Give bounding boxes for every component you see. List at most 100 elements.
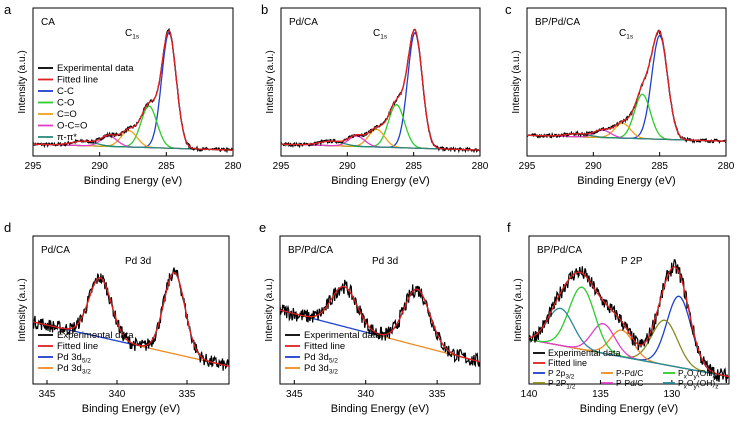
legend-entry: π-π* — [57, 132, 77, 143]
panel-letter: b — [261, 2, 268, 17]
panel-c: c 295 290 285 280 Binding Energy (eV) Intensit… — [505, 2, 735, 187]
panel-letter: f — [507, 220, 511, 235]
sample-label: BP/Pd/CA — [535, 17, 580, 28]
y-axis-label: Intensity (a.u.) — [511, 50, 522, 113]
legend-entry: Experimental data — [548, 348, 621, 358]
legend-entry: Fitted line — [57, 75, 98, 86]
peak-label: Pd 3d — [372, 256, 398, 267]
legend-entry: P 2P1/2 — [548, 378, 576, 391]
sample-label: BP/Pd/CA — [537, 245, 582, 256]
plot-frame — [280, 7, 481, 157]
experimental-data-line — [281, 28, 480, 154]
y-axis-label: Intensity (a.u.) — [265, 50, 276, 113]
legend-entry: Fitted line — [304, 341, 345, 352]
y-axis-label: Intensity (a.u.) — [264, 278, 275, 341]
experimental-data-line — [527, 29, 726, 144]
peak-label: P 2P — [621, 256, 643, 267]
x-axis-label: Binding Energy (eV) — [580, 403, 678, 415]
sample-label: Pd/CA — [41, 245, 70, 256]
x-tick-label: 335 — [429, 389, 446, 400]
x-tick-label: 280 — [718, 161, 735, 172]
x-tick-label: 345 — [39, 389, 56, 400]
x-tick-label: 130 — [664, 389, 681, 400]
plot-area — [529, 259, 729, 383]
legend-entry: Experimental data — [57, 330, 134, 341]
plot-area — [33, 267, 229, 371]
plot-frame — [526, 7, 727, 157]
legend-entry: P-Pd/C — [616, 378, 643, 388]
x-tick-label: 290 — [585, 161, 602, 172]
legend-entry: PxOy(OH)z — [678, 378, 718, 391]
x-tick-label: 285 — [651, 161, 668, 172]
sample-label: Pd/CA — [289, 17, 318, 28]
x-tick-label: 345 — [286, 389, 303, 400]
x-tick-label: 285 — [405, 161, 422, 172]
legend-entry: C-C — [57, 86, 74, 97]
x-tick-label: 340 — [109, 389, 126, 400]
x-tick-label: 295 — [25, 161, 42, 172]
fitted-line — [527, 30, 726, 142]
y-axis-label: Intensity (a.u.) — [17, 50, 28, 113]
component-peak-line — [281, 104, 480, 151]
y-axis-label: Intensity (a.u.) — [17, 278, 28, 341]
x-tick-label: 340 — [357, 389, 374, 400]
legend-entry: Experimental data — [57, 63, 134, 74]
x-axis-label: Binding Energy (eV) — [331, 403, 429, 415]
legend-entry: Pd 3d3/2 — [57, 363, 91, 376]
x-tick-label: 290 — [91, 161, 108, 172]
fitted-line — [33, 30, 233, 151]
y-axis-label: Intensity (a.u.) — [513, 278, 524, 341]
legend-entry: Pd 3d3/2 — [304, 363, 338, 376]
fitted-line — [281, 28, 480, 151]
legend-entry: C-O — [57, 98, 74, 109]
panel-letter: c — [505, 2, 512, 17]
peak-label: Pd 3d — [125, 256, 151, 267]
x-tick-label: 295 — [519, 161, 536, 172]
plot-area — [281, 28, 480, 154]
peak-label: C1s — [373, 28, 388, 41]
x-axis-label: Binding Energy (eV) — [577, 175, 675, 187]
fitted-line — [280, 285, 480, 363]
panel-a: a 295 290 285 280 Binding Energy (eV) Intensit… — [4, 2, 242, 187]
panel-letter: d — [4, 220, 11, 235]
panel-d: d 345 340 335 Binding Energy (eV) Intensity (… — [4, 220, 230, 415]
x-tick-label: 335 — [179, 389, 196, 400]
panel-letter: e — [259, 220, 266, 235]
plot-area — [280, 279, 480, 368]
legend-entry: P 2p3/2 — [548, 368, 575, 381]
legend-entry: Fitted line — [57, 341, 98, 352]
x-tick-label: 285 — [158, 161, 175, 172]
peak-label: C1s — [125, 28, 140, 41]
panel-b: b 295 290 285 280 Binding Energy (eV) Intensit… — [261, 2, 489, 187]
plot-area — [33, 27, 233, 154]
peak-label: C1s — [619, 28, 634, 41]
panel-f: f 140 135 130 Binding Energy (eV) Intensity (… — [507, 220, 730, 415]
legend-entry: Experimental data — [304, 330, 381, 341]
x-tick-label: 135 — [592, 389, 609, 400]
plot-area — [527, 29, 726, 144]
component-peak-line — [529, 307, 729, 378]
fitted-line — [529, 266, 729, 378]
plot-frame — [32, 235, 230, 385]
sample-label: BP/Pd/CA — [288, 245, 333, 256]
component-peak-line — [281, 32, 480, 151]
x-axis-label: Binding Energy (eV) — [84, 175, 182, 187]
legend-entry: Pd 3d5/2 — [57, 352, 91, 365]
x-tick-label: 280 — [225, 161, 242, 172]
legend-entry: PxOy(OH)z — [678, 368, 718, 381]
plot-frame — [528, 235, 730, 385]
legend-entry: Pd 3d5/2 — [304, 352, 338, 365]
legend-entry: P-Pd/C — [616, 368, 643, 378]
fitted-line — [33, 271, 229, 367]
legend-entry: O-C=O — [57, 121, 87, 132]
experimental-data-line — [280, 279, 480, 368]
x-tick-label: 290 — [339, 161, 356, 172]
plot-frame — [32, 7, 234, 157]
x-axis-label: Binding Energy (eV) — [82, 403, 180, 415]
